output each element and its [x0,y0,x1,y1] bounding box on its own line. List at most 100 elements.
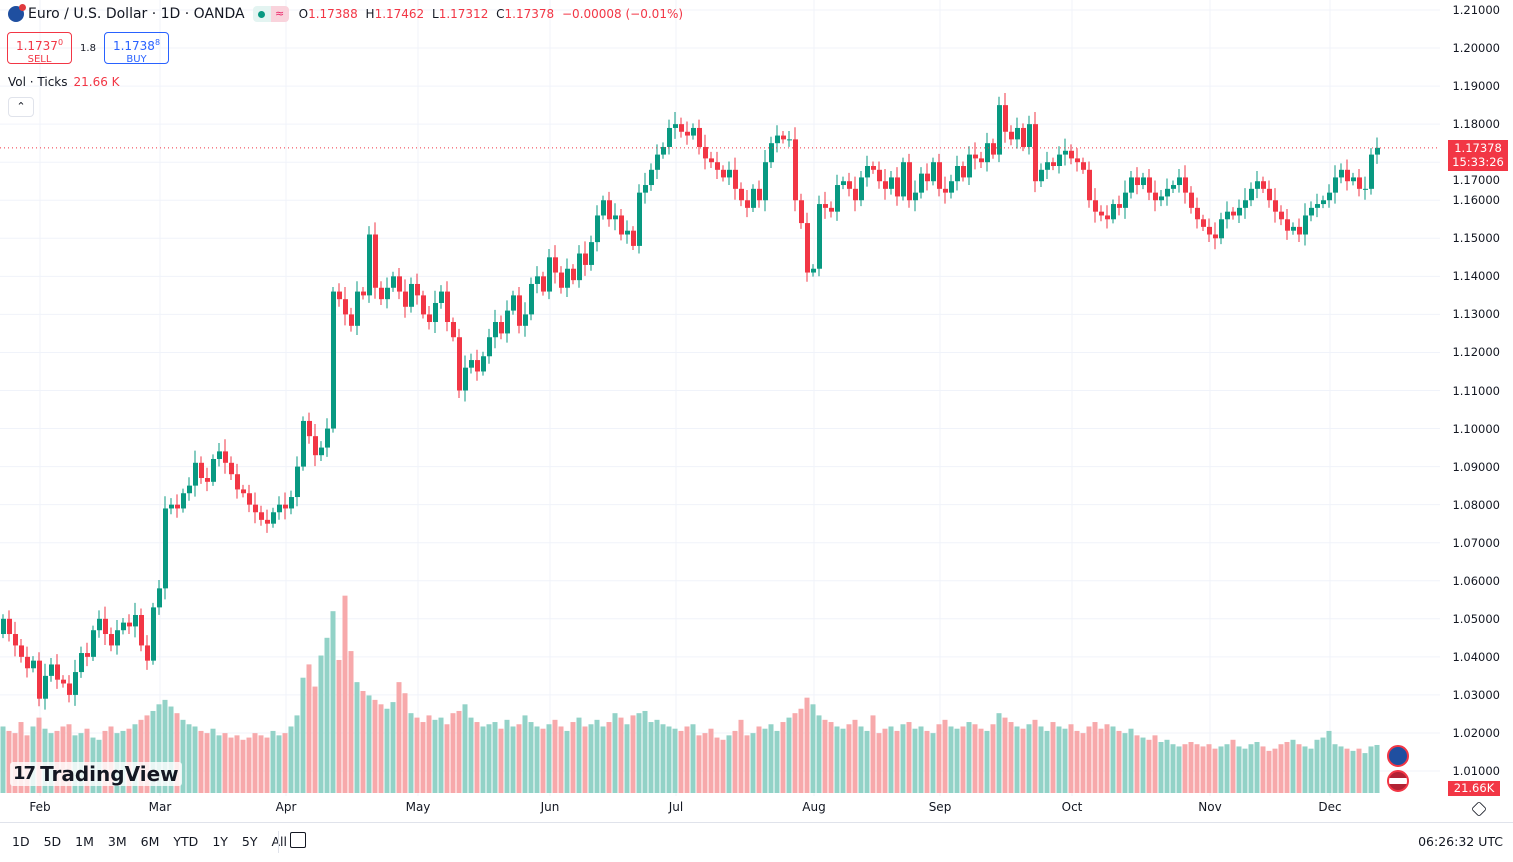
candle-body [175,504,180,509]
candle-body [379,287,384,300]
volume-bar [684,726,690,793]
collapse-legend-button[interactable]: ⌃ [8,97,34,117]
candle-body [787,139,792,141]
candle-body [31,660,36,669]
candle-body [1345,169,1350,182]
candle-body [619,215,624,235]
volume-bar [948,726,954,793]
candle-body [1087,169,1092,201]
candle-body [679,124,684,132]
volume-bar [372,699,378,793]
volume-legend-label: Vol · Ticks [8,75,68,89]
candle-body [877,169,882,182]
volume-bar [132,724,138,793]
volume-bar [126,728,132,793]
candle-body [1021,127,1026,147]
range-1y[interactable]: 1Y [212,834,228,849]
volume-bar [576,717,582,793]
volume-bar [546,724,552,793]
candle-body [1261,181,1266,189]
ohlc-values: O1.17388 H1.17462 L1.17312 C1.17378 −0.0… [299,7,687,21]
volume-bar [744,735,750,793]
candle-body [691,127,696,136]
candle-body [835,185,840,212]
candle-body [127,622,132,627]
candle-body [445,291,450,323]
eur-event-icon[interactable] [1387,745,1409,767]
range-5y[interactable]: 5Y [241,834,258,849]
candle-body [1297,226,1302,235]
candle-body [883,181,888,189]
volume-bar [936,724,942,793]
price-chart[interactable] [0,0,1440,796]
candle-body [541,276,546,292]
volume-bar [978,728,984,793]
candle-body [523,314,528,326]
volume-bar [1248,744,1254,793]
candle-body [997,105,1002,155]
volume-bar [672,728,678,793]
sell-button[interactable]: 1.17370 SELL [7,32,72,65]
volume-bar [378,704,384,793]
candle-body [187,485,192,494]
volume-bar [1134,735,1140,793]
candle-body [949,181,954,193]
candle-body [733,169,738,189]
open-value: 1.17388 [308,7,358,21]
time-tick-label: Aug [802,800,826,814]
volume-legend[interactable]: Vol · Ticks 21.66 K [8,75,120,89]
clock[interactable]: 06:26:32 UTC [1418,834,1503,849]
range-3m[interactable]: 3M [107,834,127,849]
volume-bar [1110,726,1116,793]
candle-body [1333,177,1338,193]
price-tick-label: 1.19000 [1452,79,1500,94]
volume-bar [552,719,558,793]
buy-button[interactable]: 1.17388 BUY [104,32,169,65]
symbol-title[interactable]: Euro / U.S. Dollar · 1D · OANDA [28,6,245,22]
candle-body [361,291,366,296]
candle-body [469,360,474,368]
volume-bar [630,715,636,793]
candle-body [973,154,978,159]
volume-bar [1362,753,1368,793]
candle-body [463,367,468,391]
candle-body [115,630,120,646]
candle-body [667,127,672,147]
go-to-date-calendar-icon[interactable] [290,832,306,848]
volume-bar [18,722,24,793]
range-1d[interactable]: 1D [12,834,30,849]
volume-bar [1332,744,1338,793]
volume-bar [918,726,924,793]
tradingview-logo[interactable]: 17 TradingView [10,762,182,786]
range-6m[interactable]: 6M [140,834,160,849]
volume-bar [810,704,816,793]
high-label: H [365,7,375,21]
candle-body [841,181,846,186]
volume-bar [720,739,726,793]
usd-event-icon[interactable] [1387,770,1409,792]
range-all[interactable]: All [271,834,288,849]
price-tick-label: 1.05000 [1452,611,1500,626]
settings-icon[interactable] [1471,801,1487,817]
range-5d[interactable]: 5D [43,834,62,849]
volume-bar [1320,737,1326,793]
volume-bar [1374,744,1380,793]
volume-bar [1350,750,1356,793]
volume-bar [594,719,600,793]
volume-bar [732,730,738,793]
candle-body [367,234,372,296]
candle-body [1135,177,1140,186]
volume-bar [258,735,264,793]
volume-bar [618,717,624,793]
volume-bar [246,737,252,793]
range-1m[interactable]: 1M [75,834,94,849]
range-ytd[interactable]: YTD [173,834,199,849]
bar-countdown: 15:33:26 [1452,155,1504,169]
volume-bar [54,730,60,793]
market-status[interactable]: ≈ [252,6,289,22]
candle-body [343,299,348,315]
price-tick-label: 1.04000 [1452,649,1500,664]
volume-bar [696,735,702,793]
sell-price-pip: 0 [57,38,64,47]
candle-body [1273,200,1278,212]
